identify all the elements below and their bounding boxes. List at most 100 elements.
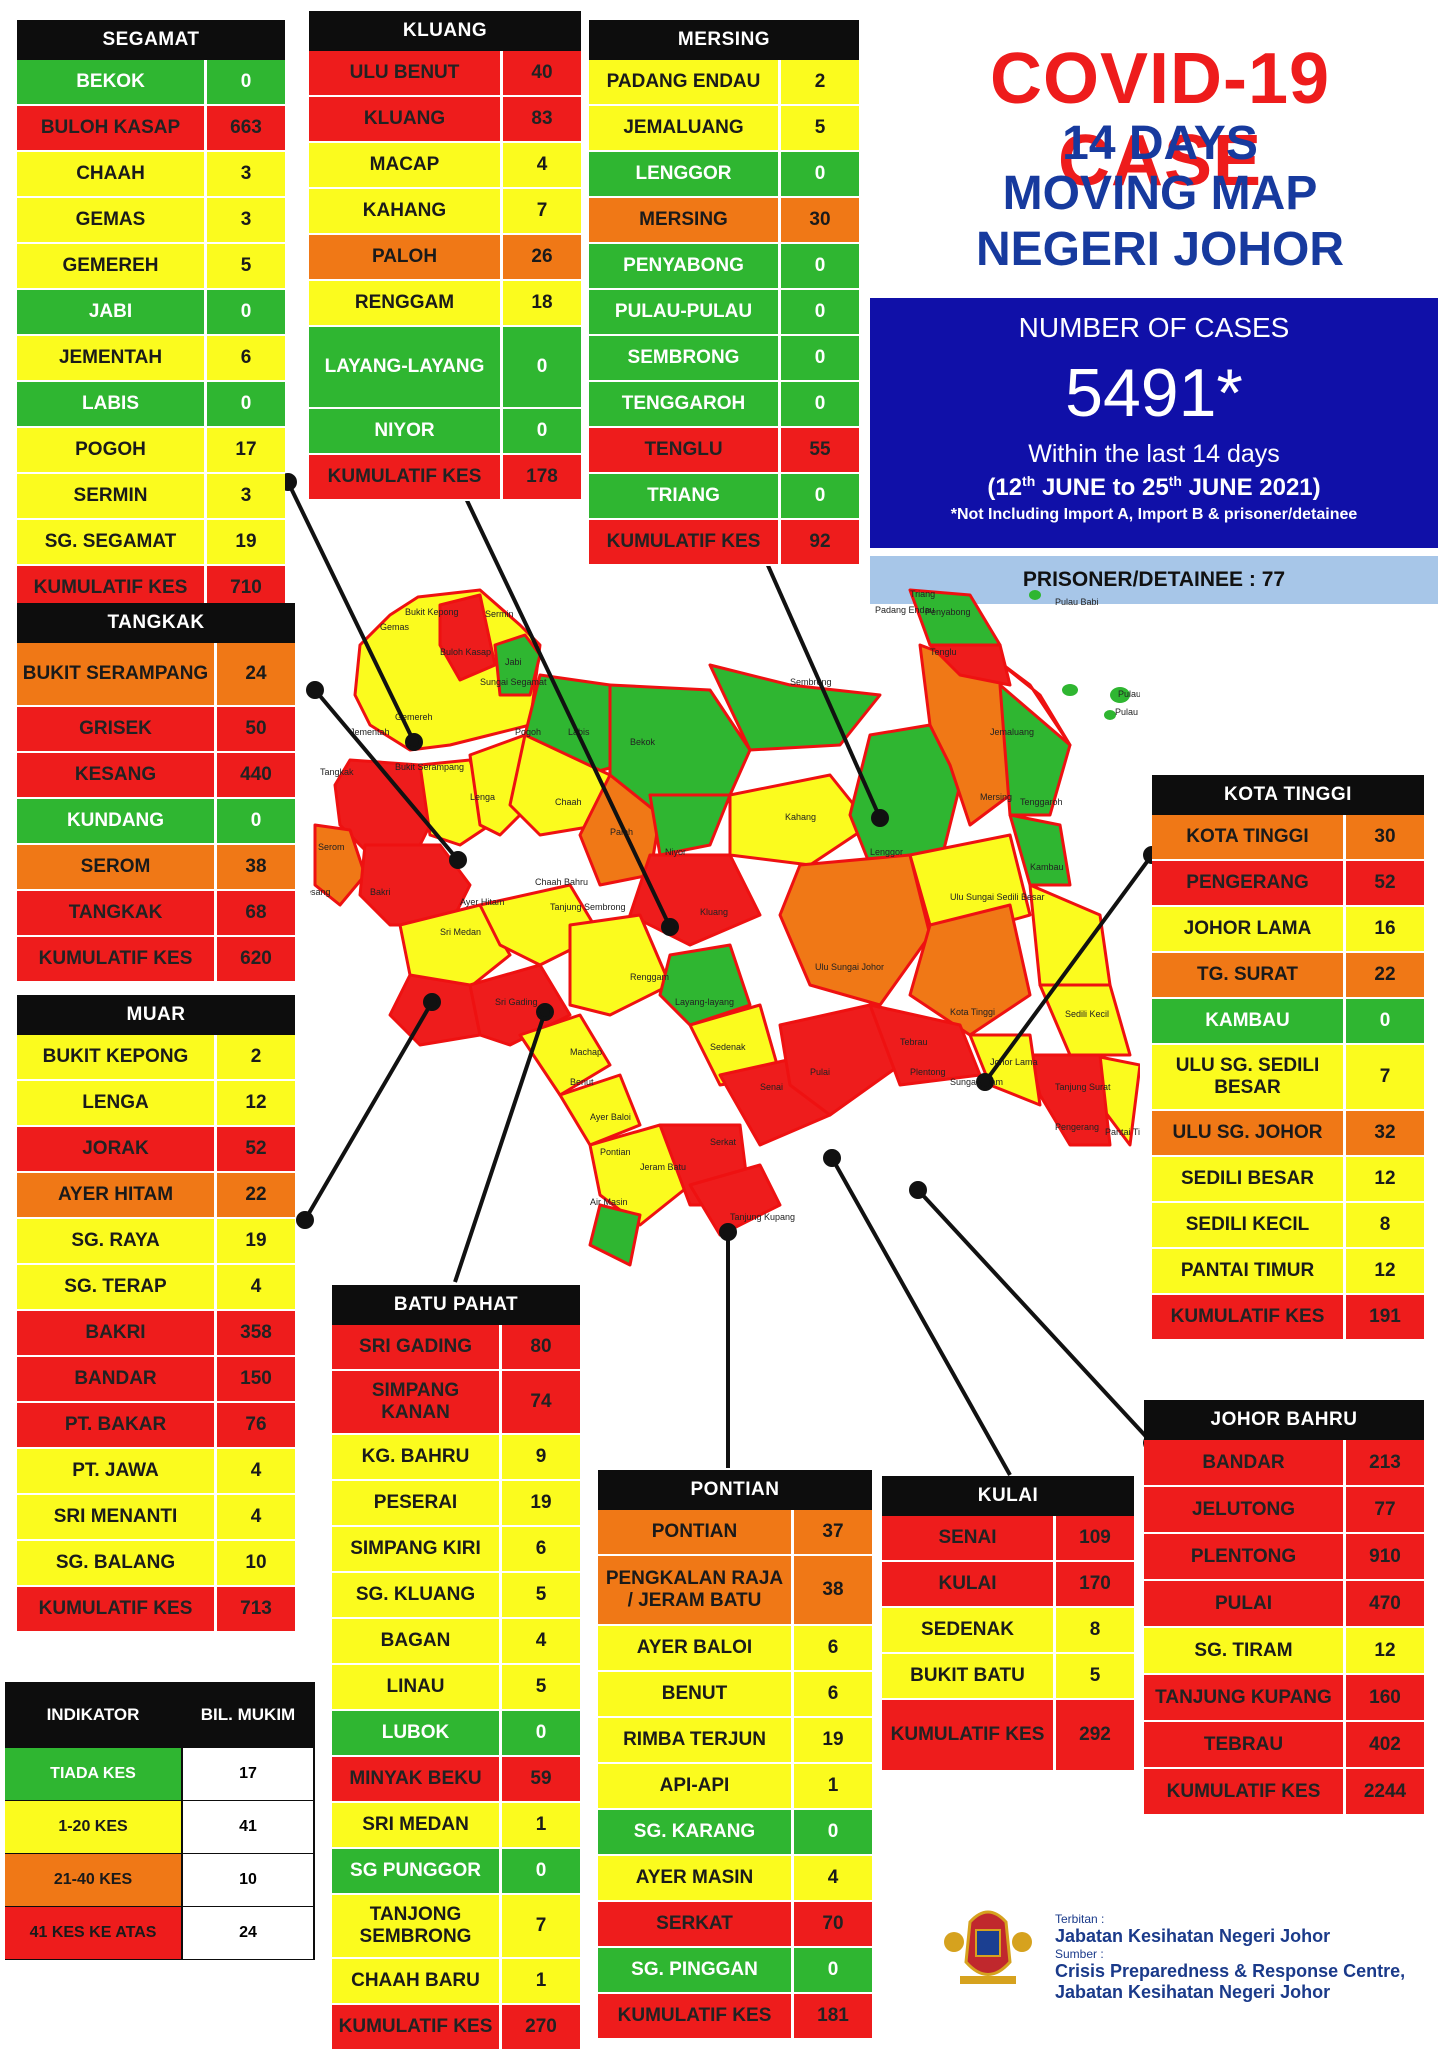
subtitle-line-2: MOVING MAP <box>1002 167 1318 220</box>
connector-batu-pahat <box>453 1011 547 1283</box>
tangkak-row-kesang: KESANG 440 <box>17 753 295 799</box>
legend-indicator: 41 KES KE ATAS <box>5 1907 181 1959</box>
segamat-row-gemas: GEMAS 3 <box>17 198 285 244</box>
case-count: 4 <box>536 154 548 175</box>
map-label-serom: Serom <box>318 842 345 852</box>
map-label-bukit-serampang: Bukit Serampang <box>395 762 464 772</box>
case-count: 5 <box>1089 1665 1101 1686</box>
case-count: 40 <box>531 62 553 83</box>
map-island-pulau-tinggi <box>1110 687 1130 703</box>
case-count: 18 <box>531 292 553 313</box>
case-count: 0 <box>240 393 252 414</box>
mukim-name: CHAAH BARU <box>332 1959 502 2003</box>
map-label-machap: Machap <box>570 1047 602 1057</box>
period-label: Within the last 14 days <box>1028 440 1280 468</box>
pontian-header: PONTIAN <box>598 1470 872 1510</box>
table-muar: MUAR BUKIT KEPONG 2 LENGA 12 JORAK 52 AYER HITA… <box>17 995 295 1633</box>
mersing-row-penyabong: PENYABONG 0 <box>589 244 859 290</box>
mersing-row-tenggaroh: TENGGAROH 0 <box>589 382 859 428</box>
kota-tinggi-row-kota-tinggi: KOTA TINGGI 30 <box>1152 815 1424 861</box>
mukim-name: BEKOK <box>17 60 207 104</box>
mukim-name: KULAI <box>882 1562 1056 1606</box>
case-count: 83 <box>531 108 553 129</box>
mukim-name: PLENTONG <box>1144 1534 1346 1579</box>
case-count: 710 <box>230 577 262 598</box>
case-count: 402 <box>1369 1733 1401 1755</box>
case-count: 55 <box>809 439 831 460</box>
mukim-name: SG. SEGAMAT <box>17 520 207 564</box>
map-region-tanjung-kupang <box>688 1163 782 1237</box>
case-count: 0 <box>827 1959 839 1980</box>
case-count: 0 <box>827 1821 839 1842</box>
case-count: 38 <box>822 1579 844 1600</box>
case-count: 109 <box>1079 1527 1111 1548</box>
mukim-name: MACAP <box>309 143 503 187</box>
map-label-jabi: Jabi <box>505 657 522 667</box>
subtitle-line-1: 14 DAYS <box>1062 117 1258 170</box>
connector-kluang <box>460 489 672 928</box>
map-label-pontian: Pontian <box>600 1147 631 1157</box>
map-label-tanjung-sembrong: Tanjung Sembrong <box>550 902 626 912</box>
mukim-name: JORAK <box>17 1127 217 1171</box>
kulai-row-kumulatif-kes: KUMULATIF KES 292 <box>882 1700 1134 1772</box>
mukim-name: KUMULATIF KES <box>17 937 217 981</box>
case-count: 16 <box>1374 918 1396 939</box>
muar-row-pt-jawa: PT. JAWA 4 <box>17 1449 295 1495</box>
johor-bahru-header: JOHOR BAHRU <box>1144 1400 1424 1440</box>
map-label-pulai: Pulai <box>810 1067 830 1077</box>
case-count: 191 <box>1369 1306 1401 1327</box>
map-label-ulu-sungai-sedili-besar: Ulu Sungai Sedili Besar <box>950 892 1045 902</box>
kluang-row-ulu-benut: ULU BENUT 40 <box>309 51 581 97</box>
pontian-row-pengkalan-raja-jeram-batu: PENGKALAN RAJA / JERAM BATU 38 <box>598 1556 872 1626</box>
mukim-name: SENAI <box>882 1516 1056 1560</box>
mukim-name: SEROM <box>17 845 217 889</box>
case-count: 3 <box>240 163 252 184</box>
mukim-name: LINAU <box>332 1665 502 1709</box>
mukim-name: SEDILI KECIL <box>1152 1203 1346 1247</box>
mersing-row-padang-endau: PADANG ENDAU 2 <box>589 60 859 106</box>
map-island-north <box>1029 590 1041 600</box>
map-region-kambau <box>1008 813 1072 887</box>
case-count: 4 <box>250 1506 262 1527</box>
kulai-row-sedenak: SEDENAK 8 <box>882 1608 1134 1654</box>
case-count: 19 <box>822 1729 844 1750</box>
tangkak-row-serom: SEROM 38 <box>17 845 295 891</box>
map-region-sri-medan <box>398 903 512 997</box>
map-label-ulu-sungai-johor: Ulu Sungai Johor <box>815 962 884 972</box>
case-count: 26 <box>531 246 553 267</box>
map-label-tangkak: Tangkak <box>320 767 354 777</box>
kluang-header: KLUANG <box>309 11 581 51</box>
map-region-tenglu <box>928 643 1012 687</box>
kota-tinggi-row-ulu-sg-johor: ULU SG. JOHOR 32 <box>1152 1111 1424 1157</box>
map-label-triang: Triang <box>910 589 935 599</box>
mukim-name: SERMIN <box>17 474 207 518</box>
map-label-paloh: Paloh <box>610 827 633 837</box>
tangkak-row-grisek: GRISEK 50 <box>17 707 295 753</box>
sumber-line-2: Jabatan Kesihatan Negeri Johor <box>1055 1982 1331 2002</box>
case-count: 470 <box>1369 1592 1401 1614</box>
pontian-row-rimba-terjun: RIMBA TERJUN 19 <box>598 1718 872 1764</box>
table-mersing: MERSING PADANG ENDAU 2 JEMALUANG 5 LENGGOR 0 ME… <box>589 20 859 566</box>
case-count: 0 <box>1379 1010 1391 1031</box>
period-note: *Not Including Import A, Import B & pris… <box>950 506 1358 523</box>
case-count: 22 <box>245 1184 267 1205</box>
kulai-row-senai: SENAI 109 <box>882 1516 1134 1562</box>
map-label-chaah: Chaah <box>555 797 582 807</box>
mukim-name: KLUANG <box>309 97 503 141</box>
case-count: 160 <box>1369 1686 1401 1708</box>
mukim-name: SG. TIRAM <box>1144 1628 1346 1673</box>
case-count: 4 <box>250 1460 262 1481</box>
map-region-jabi <box>493 633 542 697</box>
johor-bahru-row-tanjung-kupang: TANJUNG KUPANG 160 <box>1144 1675 1424 1722</box>
map-region-kahang <box>728 773 872 867</box>
mukim-name: TANGKAK <box>17 891 217 935</box>
case-count: 663 <box>230 117 262 138</box>
mukim-name: PULAU-PULAU <box>589 290 781 334</box>
connector-mersing <box>760 551 882 819</box>
legend-row-tiada-kes: TIADA KES 17 <box>5 1748 315 1801</box>
map-label-lenggor: Lenggor <box>870 847 903 857</box>
cases-total: 5491* <box>1065 355 1243 431</box>
map-label-sungai-segamat: Sungai Segamat <box>480 677 547 687</box>
map-label-mersing: Mersing <box>980 792 1012 802</box>
map-label-air-masin: Air Masin <box>590 1197 628 1207</box>
